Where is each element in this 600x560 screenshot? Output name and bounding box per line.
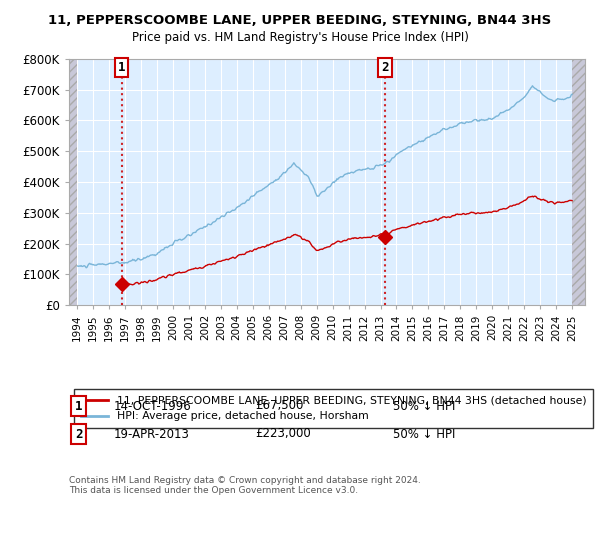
Text: Contains HM Land Registry data © Crown copyright and database right 2024.
This d: Contains HM Land Registry data © Crown c… xyxy=(69,476,421,496)
Bar xyxy=(572,59,585,305)
Text: 50% ↓ HPI: 50% ↓ HPI xyxy=(393,399,455,413)
Text: 1: 1 xyxy=(118,61,125,74)
Text: 2: 2 xyxy=(382,61,389,74)
Text: 11, PEPPERSCOOMBE LANE, UPPER BEEDING, STEYNING, BN44 3HS: 11, PEPPERSCOOMBE LANE, UPPER BEEDING, S… xyxy=(49,14,551,27)
Bar xyxy=(69,59,77,305)
Legend: 11, PEPPERSCOOMBE LANE, UPPER BEEDING, STEYNING, BN44 3HS (detached house), HPI:: 11, PEPPERSCOOMBE LANE, UPPER BEEDING, S… xyxy=(74,389,593,428)
Text: 14-OCT-1996: 14-OCT-1996 xyxy=(114,399,192,413)
Text: 1: 1 xyxy=(75,399,83,413)
Text: Price paid vs. HM Land Registry's House Price Index (HPI): Price paid vs. HM Land Registry's House … xyxy=(131,31,469,44)
Text: 50% ↓ HPI: 50% ↓ HPI xyxy=(393,427,455,441)
Text: 19-APR-2013: 19-APR-2013 xyxy=(114,427,190,441)
Text: £223,000: £223,000 xyxy=(255,427,311,441)
Text: £67,500: £67,500 xyxy=(255,399,304,413)
Text: 2: 2 xyxy=(75,427,83,441)
